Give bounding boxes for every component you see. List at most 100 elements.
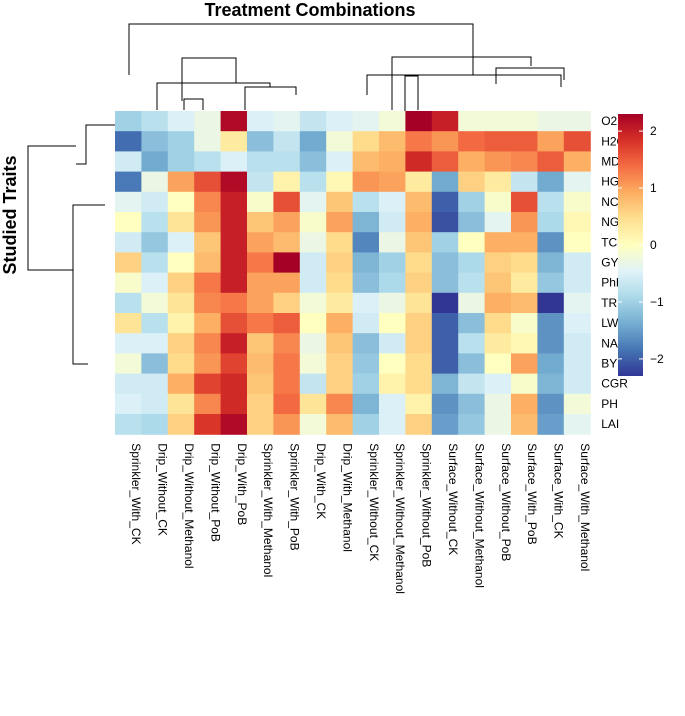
heatmap-cell-GY-Surface_With_CK: [537, 252, 565, 274]
heatmap-cell-LWC-Sprinkler_With_Methanol: [247, 313, 274, 334]
heatmap-cell-MDA-Sprinkler_Without_PoB: [405, 151, 433, 173]
heatmap-cell-GY-Drip_Without_Methanol: [167, 252, 195, 274]
heatmap-cell-CGR-Surface_With_CK: [537, 373, 565, 395]
heatmap-cell-LWC-Surface_With_PoB: [511, 313, 538, 334]
heatmap-cell-CGR-Sprinkler_With_CK: [115, 373, 142, 395]
heatmap-cell-LAI-Sprinkler_With_Methanol: [247, 414, 274, 435]
heatmap-cell-CGR-Surface_Without_Methanol: [458, 373, 486, 395]
heatmap-cell-LAI-Sprinkler_With_PoB: [273, 414, 301, 435]
heatmap-cell-CGR-Drip_With_Methanol: [326, 373, 354, 395]
heatmap-cell-NAR-Surface_With_Methanol: [563, 333, 591, 354]
heatmap-cell-O2-Surface_With_Methanol: [563, 111, 591, 132]
heatmap-cell-GY-Drip_With_PoB: [220, 252, 248, 274]
heatmap-cell-H2O2-Sprinkler_With_CK: [115, 131, 142, 152]
heatmap-cell-TR-Sprinkler_With_Methanol: [247, 292, 274, 314]
heatmap-cell-LAI-Surface_With_Methanol: [563, 414, 591, 435]
heatmap-cell-NGL-Drip_With_PoB: [220, 212, 248, 233]
col-dendro-r1: [391, 56, 532, 110]
heatmap-cell-O2-Drip_With_Methanol: [326, 111, 354, 132]
heatmap-cell-PH-Drip_With_Methanol: [326, 393, 354, 415]
heatmap-cell-PH-Sprinkler_Without_CK: [352, 393, 380, 415]
heatmap-cell-NAR-Sprinkler_Without_Methanol: [379, 333, 406, 354]
heatmap-cell-TCh-Drip_Without_PoB: [194, 232, 222, 253]
heatmap-cell-NCM-Drip_With_CK: [299, 191, 327, 213]
heatmap-cell-LAI-Sprinkler_Without_PoB: [405, 414, 433, 435]
heatmap-cell-PhR-Surface_With_Methanol: [563, 272, 591, 294]
heatmap-cell-GY-Sprinkler_With_Methanol: [247, 252, 274, 274]
legend-tick-label: −2: [650, 352, 664, 366]
col-label-Sprinkler_Without_PoB: Sprinkler_Without_PoB: [420, 443, 434, 567]
heatmap-cell-PH-Sprinkler_Without_Methanol: [379, 393, 406, 415]
heatmap-cell-LWC-Drip_Without_Methanol: [167, 313, 195, 334]
heatmap-cell-TCh-Sprinkler_Without_Methanol: [379, 232, 406, 253]
heatmap-cell-PH-Surface_Without_CK: [431, 393, 459, 415]
heatmap-cell-MDA-Surface_Without_CK: [431, 151, 459, 173]
heatmap-cell-HGW-Sprinkler_Without_PoB: [405, 171, 433, 193]
heatmap-cell-MDA-Drip_Without_Methanol: [167, 151, 195, 173]
heatmap-cell-GY-Sprinkler_With_CK: [115, 252, 142, 274]
heatmap-cell-HGW-Drip_With_CK: [299, 171, 327, 193]
col-label-Drip_With_PoB: Drip_With_PoB: [235, 443, 249, 525]
heatmap-cell-PhR-Surface_With_PoB: [511, 272, 538, 294]
heatmap-cell-CGR-Sprinkler_With_Methanol: [247, 373, 274, 395]
heatmap-cell-GY-Sprinkler_Without_CK: [352, 252, 380, 274]
heatmap-cell-TR-Surface_Without_Methanol: [458, 292, 486, 314]
heatmap-cell-TR-Drip_Without_Methanol: [167, 292, 195, 314]
heatmap-cell-TCh-Surface_With_PoB: [511, 232, 538, 253]
heatmap-cell-BY-Surface_With_CK: [537, 353, 565, 375]
legend-tick-label: 2: [650, 124, 657, 138]
heatmap-cell-PhR-Surface_Without_PoB: [484, 272, 512, 294]
heatmap-cell-NCM-Surface_With_CK: [537, 191, 565, 213]
heatmap-cell-NAR-Surface_Without_CK: [431, 333, 459, 354]
heatmap-cell-MDA-Sprinkler_Without_CK: [352, 151, 380, 173]
heatmap-cell-LWC-Drip_With_PoB: [220, 313, 248, 334]
heatmap-cell-HGW-Surface_With_CK: [537, 171, 565, 193]
heatmap-cell-NAR-Drip_Without_PoB: [194, 333, 222, 354]
col-label-Surface_With_PoB: Surface_With_PoB: [525, 443, 539, 544]
heatmap-cell-NGL-Drip_With_CK: [299, 212, 327, 233]
heatmap-cell-MDA-Surface_With_Methanol: [563, 151, 591, 173]
heatmap-cell-NAR-Sprinkler_Without_CK: [352, 333, 380, 354]
heatmap-cell-TCh-Drip_Without_CK: [141, 232, 169, 253]
row-label-O2: O2: [601, 114, 617, 128]
heatmap-cell-LAI-Drip_Without_Methanol: [167, 414, 195, 435]
heatmap-cell-CGR-Drip_Without_Methanol: [167, 373, 195, 395]
heatmap-cell-NAR-Sprinkler_With_CK: [115, 333, 142, 354]
heatmap-cell-NGL-Sprinkler_With_CK: [115, 212, 142, 233]
heatmap-cell-LAI-Sprinkler_Without_Methanol: [379, 414, 406, 435]
heatmap-cell-PhR-Sprinkler_Without_Methanol: [379, 272, 406, 294]
heatmap-cell-O2-Sprinkler_Without_CK: [352, 111, 380, 132]
heatmap-cell-O2-Sprinkler_With_CK: [115, 111, 142, 132]
heatmap-cell-BY-Sprinkler_Without_CK: [352, 353, 380, 375]
heatmap-cell-LWC-Drip_With_Methanol: [326, 313, 354, 334]
heatmap-cell-H2O2-Sprinkler_With_PoB: [273, 131, 301, 152]
col-label-Drip_With_CK: Drip_With_CK: [314, 443, 328, 519]
heatmap-cell-BY-Sprinkler_With_Methanol: [247, 353, 274, 375]
heatmap-cell-PH-Surface_With_Methanol: [563, 393, 591, 415]
heatmap-cell-NGL-Sprinkler_Without_Methanol: [379, 212, 406, 233]
heatmap-cell-HGW-Surface_Without_CK: [431, 171, 459, 193]
row-dendrogram: [27, 124, 115, 365]
heatmap-cell-TCh-Sprinkler_Without_PoB: [405, 232, 433, 253]
heatmap-cell-BY-Sprinkler_Without_Methanol: [379, 353, 406, 375]
heatmap-cell-CGR-Sprinkler_With_PoB: [273, 373, 301, 395]
heatmap-cell-NGL-Surface_Without_PoB: [484, 212, 512, 233]
heatmap-cell-TR-Drip_Without_PoB: [194, 292, 222, 314]
heatmap-cell-BY-Surface_With_Methanol: [563, 353, 591, 375]
row-label-LAI: LAI: [601, 417, 619, 431]
heatmap-cell-LWC-Surface_With_Methanol: [563, 313, 591, 334]
heatmap-cell-O2-Sprinkler_Without_Methanol: [379, 111, 406, 132]
heatmap-cell-TCh-Surface_With_Methanol: [563, 232, 591, 253]
heatmap-cell-NAR-Drip_With_CK: [299, 333, 327, 354]
heatmap-cell-PhR-Drip_Without_Methanol: [167, 272, 195, 294]
heatmap-cell-NAR-Drip_Without_Methanol: [167, 333, 195, 354]
heatmap-cell-NAR-Drip_With_PoB: [220, 333, 248, 354]
heatmap-cell-LWC-Sprinkler_Without_CK: [352, 313, 380, 334]
heatmap-cell-NGL-Sprinkler_Without_PoB: [405, 212, 433, 233]
heatmap-cell-CGR-Drip_Without_CK: [141, 373, 169, 395]
heatmap-cell-LWC-Surface_With_CK: [537, 313, 565, 334]
heatmap-cell-GY-Drip_Without_CK: [141, 252, 169, 274]
heatmap-cell-MDA-Drip_With_PoB: [220, 151, 248, 173]
heatmap-cell-LWC-Surface_Without_PoB: [484, 313, 512, 334]
col-dendro-l3: [244, 86, 297, 110]
